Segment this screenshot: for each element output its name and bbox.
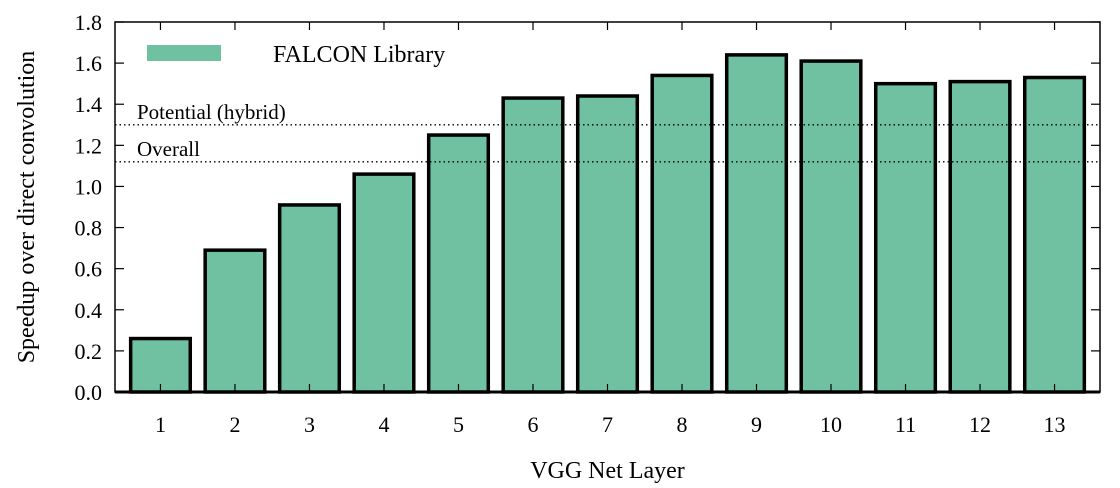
y-axis-title: Speedup over direct convolution xyxy=(14,51,40,364)
axis-ticks-group: 1 2 3 4 5 6 7 8 9 10 11 12 130.00.20.40.60.81.01.21.… xyxy=(75,10,1100,437)
x-tick-label: 9 xyxy=(751,412,762,437)
x-axis-title: VGG Net Layer xyxy=(530,458,685,484)
bar-layer-7 xyxy=(575,94,640,394)
y-tick-label: 0.4 xyxy=(75,298,103,323)
legend-label-falcon-library: FALCON Library xyxy=(273,42,445,68)
x-tick-label: 4 xyxy=(378,412,389,437)
bar-layer-6 xyxy=(501,96,565,394)
y-tick-label: 0.2 xyxy=(75,339,103,364)
bar-layer-12 xyxy=(948,79,1012,394)
bar-layer-2 xyxy=(203,248,267,394)
reference-label-0: Potential (hybrid) xyxy=(137,100,286,124)
bar-layer-10 xyxy=(799,59,863,394)
y-tick-label: 1.8 xyxy=(75,10,103,35)
x-tick-label: 11 xyxy=(895,412,916,437)
bar-layer-3 xyxy=(277,203,342,394)
bar-layer-13 xyxy=(1022,75,1087,394)
bar-layer-11 xyxy=(873,81,938,394)
bar-layer-4 xyxy=(352,172,416,394)
y-tick-label: 1.0 xyxy=(75,174,103,199)
x-tick-label: 5 xyxy=(453,412,464,437)
x-tick-label: 6 xyxy=(527,412,538,437)
bar-layer-5 xyxy=(426,133,491,394)
legend: FALCON Library xyxy=(147,42,445,68)
y-tick-label: 0.8 xyxy=(75,216,103,241)
bar-layer-9 xyxy=(724,53,789,394)
x-tick-label: 7 xyxy=(602,412,613,437)
x-tick-label: 1 xyxy=(155,412,166,437)
y-tick-label: 1.4 xyxy=(75,92,103,117)
bars-group xyxy=(115,53,1100,394)
bar-layer-1 xyxy=(128,336,193,394)
reference-lines-group: Potential (hybrid) Overall xyxy=(115,100,1100,163)
x-tick-label: 12 xyxy=(969,412,991,437)
legend-swatch-falcon-library xyxy=(147,45,221,61)
y-tick-label: 1.6 xyxy=(75,51,103,76)
x-tick-label: 8 xyxy=(677,412,688,437)
x-tick-label: 2 xyxy=(229,412,240,437)
y-tick-label: 1.2 xyxy=(75,133,103,158)
reference-label-1: Overall xyxy=(137,137,200,161)
bar-layer-8 xyxy=(650,73,714,394)
x-tick-label: 10 xyxy=(820,412,842,437)
y-tick-label: 0.0 xyxy=(75,380,103,405)
x-tick-label: 3 xyxy=(304,412,315,437)
y-tick-label: 0.6 xyxy=(75,257,103,282)
x-tick-label: 13 xyxy=(1044,412,1066,437)
